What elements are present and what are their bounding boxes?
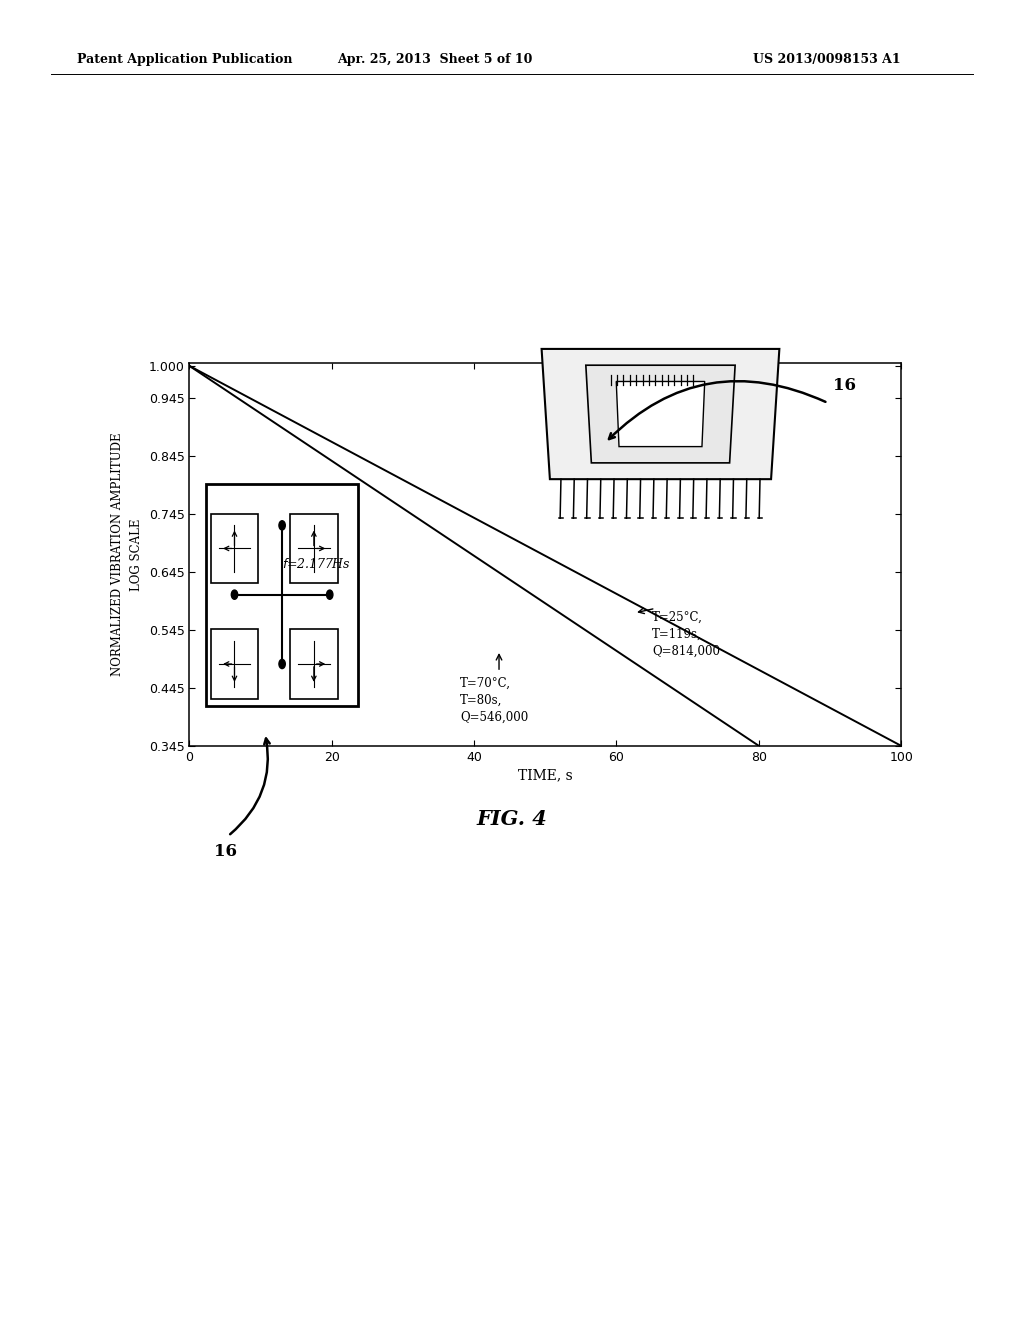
Bar — [290, 513, 338, 583]
Circle shape — [231, 590, 238, 599]
Text: T=70°C,
T=80s,
Q=546,000: T=70°C, T=80s, Q=546,000 — [460, 677, 528, 723]
Text: US 2013/0098153 A1: US 2013/0098153 A1 — [753, 53, 900, 66]
Text: Patent Application Publication: Patent Application Publication — [77, 53, 292, 66]
Circle shape — [279, 659, 286, 668]
Polygon shape — [542, 348, 779, 479]
Text: $f$=2.177Hs: $f$=2.177Hs — [282, 557, 351, 570]
Bar — [211, 630, 258, 698]
Circle shape — [327, 590, 333, 599]
Polygon shape — [586, 366, 735, 463]
Text: FIG. 4: FIG. 4 — [476, 809, 548, 829]
Text: 16: 16 — [833, 376, 856, 393]
Text: 16: 16 — [214, 843, 238, 861]
Text: Apr. 25, 2013  Sheet 5 of 10: Apr. 25, 2013 Sheet 5 of 10 — [338, 53, 532, 66]
Polygon shape — [616, 381, 705, 446]
Bar — [211, 513, 258, 583]
Circle shape — [279, 520, 286, 529]
X-axis label: TIME, s: TIME, s — [518, 768, 572, 781]
Y-axis label: NORMALIZED VIBRATION AMPLITUDE
LOG SCALE: NORMALIZED VIBRATION AMPLITUDE LOG SCALE — [112, 433, 143, 676]
Text: T=25°C,
T=119s,
Q=814,000: T=25°C, T=119s, Q=814,000 — [652, 611, 720, 657]
Bar — [290, 630, 338, 698]
